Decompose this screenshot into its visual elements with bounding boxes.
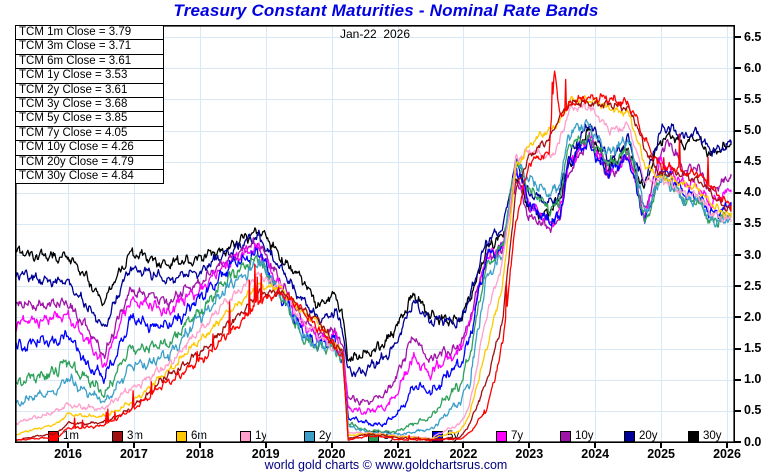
x-axis-tick-label: 2017 [119, 447, 148, 461]
x-axis-tick-label: 2025 [647, 447, 675, 461]
y-axis-tick-label: 5.0 [744, 123, 762, 137]
tcm-legend-row: TCM 20y Close = 4.79 [15, 154, 164, 170]
y-axis-tick-label: 2.0 [744, 309, 762, 324]
x-axis-tick-label: 2024 [581, 447, 610, 461]
tcm-legend-row: TCM 3m Close = 3.71 [15, 39, 164, 55]
y-axis-tick-label: 5.5 [744, 91, 762, 106]
tcm-legend-row: TCM 6m Close = 3.61 [15, 53, 164, 70]
tcm-legend-row: TCM 5y Close = 3.85 [15, 111, 164, 127]
x-axis-tick [67, 443, 69, 448]
y-axis-tick-label: 4.0 [744, 185, 762, 200]
tcm-legend-row: TCM 2y Close = 3.61 [15, 82, 164, 98]
y-axis-tick [734, 129, 741, 132]
y-axis-tick [734, 347, 741, 350]
y-axis-tick-label: 4.5 [744, 154, 762, 169]
y-axis-tick [734, 409, 741, 412]
x-axis-tick-label: 2016 [54, 447, 82, 461]
x-axis-tick-label: 2022 [449, 447, 478, 461]
x-axis-tick [264, 443, 267, 448]
y-axis-tick [734, 441, 741, 443]
tcm-legend-row: TCM 7y Close = 4.05 [15, 125, 164, 142]
x-axis-tick-label: 2018 [185, 447, 214, 461]
tcm-legend-row: TCM 1y Close = 3.53 [15, 68, 164, 84]
x-axis-tick [528, 443, 531, 448]
y-axis-tick [734, 160, 741, 163]
y-axis-tick-label: 1.0 [744, 372, 762, 387]
chart-title: Treasury Constant Maturities - Nominal R… [173, 1, 599, 20]
x-axis-tick [396, 443, 399, 448]
y-axis-tick [734, 254, 741, 257]
x-axis-tick-label: 2021 [383, 447, 412, 461]
tcm-legend-row: TCM 3y Close = 3.68 [15, 96, 164, 113]
y-axis-tick-label: 0.0 [744, 434, 762, 449]
y-axis-tick [734, 191, 741, 194]
x-axis-tick-label: 2023 [515, 447, 544, 461]
x-axis-tick [330, 443, 333, 448]
y-axis-tick-label: 0.5 [744, 403, 762, 418]
y-axis-tick [734, 222, 741, 225]
x-axis-tick [660, 443, 663, 448]
tcm-legend-row: TCM 10y Close = 4.26 [15, 140, 164, 156]
y-axis-tick [734, 316, 741, 319]
tcm-legend-row: TCM 1m Close = 3.79 [15, 25, 164, 41]
x-axis-tick-label: 2019 [251, 447, 280, 461]
x-axis-tick [594, 443, 597, 448]
x-axis-tick [462, 443, 465, 448]
y-axis-tick [734, 67, 741, 70]
x-axis-tick [726, 443, 728, 448]
chart-footer: world gold charts © www.goldchartsrus.co… [264, 458, 508, 472]
y-axis-tick [734, 98, 741, 101]
tcm-legend-box: TCM 1m Close = 3.79 TCM 3m Close = 3.71 TC… [15, 25, 164, 185]
x-axis-tick-label: 2020 [317, 447, 346, 461]
y-axis-tick [734, 285, 741, 288]
y-axis-tick-label: 1.5 [744, 341, 762, 356]
y-axis-tick-label: 6.5 [744, 29, 762, 44]
x-axis-tick-label: 2026 [713, 447, 741, 461]
x-axis-tick [198, 443, 201, 448]
x-axis-tick [132, 443, 135, 448]
tcm-legend-row: TCM 30y Close = 4.84 [15, 168, 164, 185]
date-label: Jan-22 2026 [339, 27, 411, 41]
y-axis-tick-label: 6.0 [744, 60, 762, 75]
y-axis-tick-label: 3.5 [744, 216, 762, 231]
y-axis-tick-label: 2.5 [744, 278, 762, 293]
y-axis-tick-label: 3.0 [744, 247, 762, 262]
y-axis-tick [734, 36, 741, 39]
y-axis-tick [734, 378, 741, 381]
